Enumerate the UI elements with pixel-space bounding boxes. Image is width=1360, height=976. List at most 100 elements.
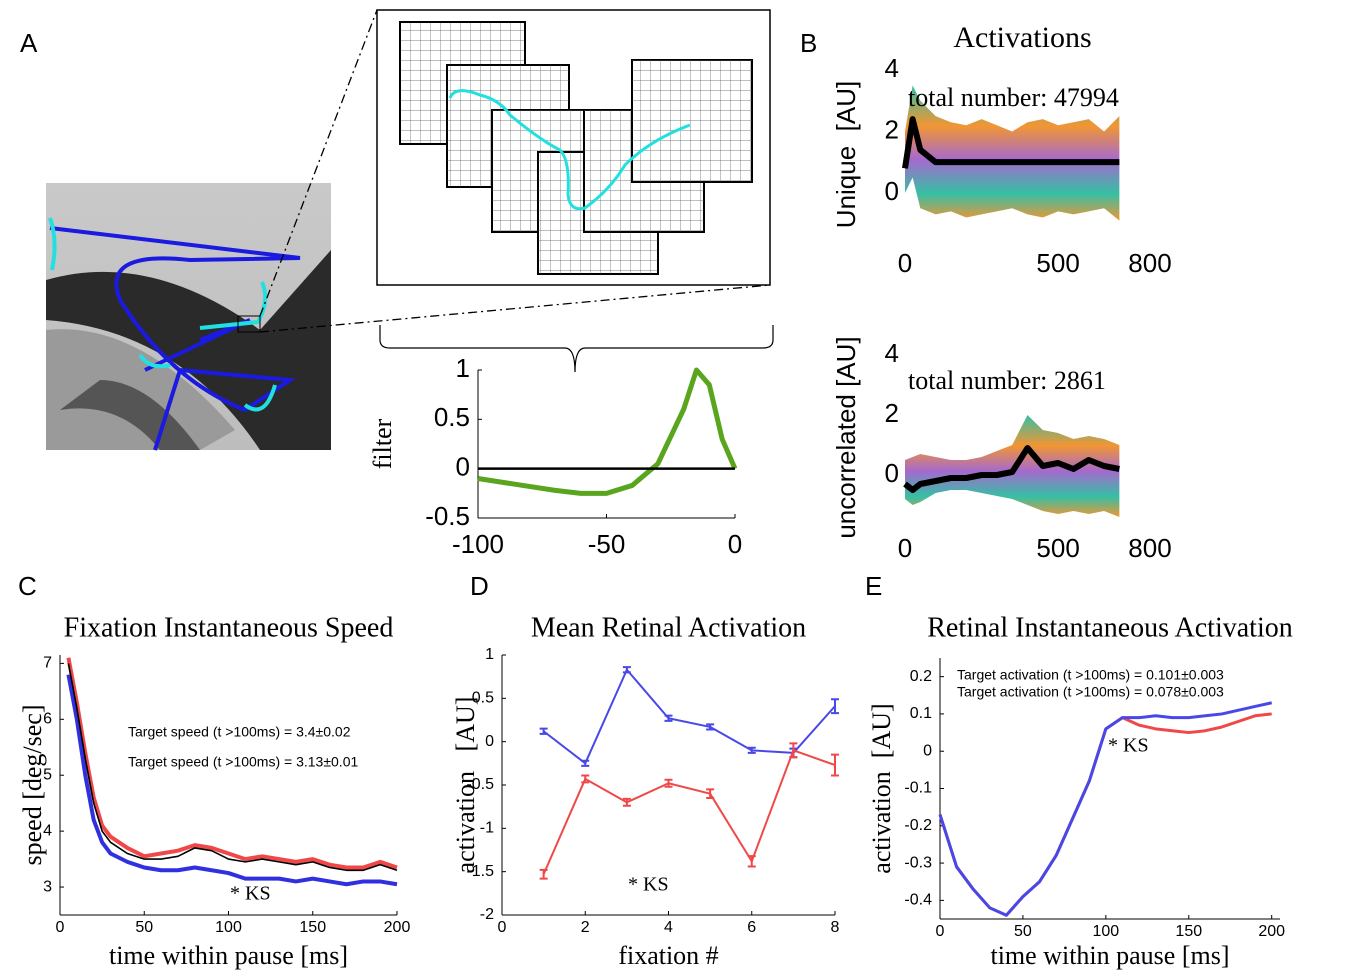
y-tick-label: -0.1 xyxy=(904,780,932,797)
series-line xyxy=(66,657,398,870)
x-tick-label: 100 xyxy=(1093,923,1120,940)
y-tick-label: -0.5 xyxy=(466,776,494,793)
x-tick-label: 500 xyxy=(1036,248,1079,278)
y-tick-label: -0.2 xyxy=(904,817,932,834)
panel-label: C xyxy=(18,571,37,601)
y-tick-label: 0 xyxy=(885,176,899,206)
series-line xyxy=(938,712,1272,917)
y-axis-label: activation [AU] xyxy=(867,703,896,873)
brace xyxy=(379,325,774,373)
error-bar xyxy=(581,759,590,767)
panel-label: D xyxy=(470,571,489,601)
chart-title: Activations xyxy=(953,21,1091,54)
x-tick-label: 0 xyxy=(898,533,912,563)
x-tick-label: -50 xyxy=(588,529,626,559)
error-bar xyxy=(789,742,798,759)
annotation: * KS xyxy=(1108,735,1149,757)
annotation: total number: 47994 xyxy=(908,83,1119,112)
x-tick-label: 50 xyxy=(135,919,153,936)
annotation: Target activation (t >100ms) = 0.101±0.0… xyxy=(957,667,1224,683)
y-tick-label: 4 xyxy=(43,822,52,839)
x-axis-label: time within pause [ms] xyxy=(990,941,1229,970)
y-tick-label: 2 xyxy=(885,398,899,428)
x-tick-label: 6 xyxy=(747,919,756,936)
grid-diagram xyxy=(376,9,771,286)
error-bar xyxy=(831,753,839,777)
y-tick-label: 5 xyxy=(43,766,52,783)
series-line xyxy=(67,663,398,872)
y-tick-label: 4 xyxy=(885,53,899,83)
x-tick-label: 150 xyxy=(299,919,326,936)
error-bar xyxy=(622,666,631,674)
panel-label: A xyxy=(20,28,38,58)
error-bar xyxy=(706,723,715,731)
y-axis-label: filter xyxy=(368,418,397,469)
y-axis-label: Unique [AU] xyxy=(831,81,861,228)
y-tick-label: 2 xyxy=(885,114,899,144)
y-tick-label: -1.5 xyxy=(466,863,494,880)
series-line xyxy=(903,445,1120,493)
error-bar xyxy=(706,788,715,799)
y-tick-label: -0.3 xyxy=(904,854,932,871)
y-tick-label: 0.5 xyxy=(472,690,494,707)
y-tick-label: 0 xyxy=(885,458,899,488)
x-tick-label: 8 xyxy=(831,919,840,936)
series-line xyxy=(902,116,1120,169)
x-tick-label: 800 xyxy=(1128,248,1171,278)
x-tick-label: 2 xyxy=(581,919,590,936)
series-line xyxy=(542,749,836,875)
y-tick-label: 4 xyxy=(885,338,899,368)
annotation: Target speed (t >100ms) = 3.13±0.01 xyxy=(128,754,358,770)
error-bar xyxy=(664,778,673,788)
zoom-lines xyxy=(259,9,771,333)
x-tick-label: 0 xyxy=(728,529,742,559)
series-line xyxy=(938,701,1273,917)
retina-image xyxy=(46,183,331,451)
annotation: * KS xyxy=(628,874,669,896)
y-tick-label: 1 xyxy=(456,353,470,383)
y-axis-label: speed [deg/sec] xyxy=(18,705,47,866)
chart-title: Mean Retinal Activation xyxy=(531,612,806,643)
x-tick-label: 0 xyxy=(56,919,65,936)
x-tick-label: 50 xyxy=(1014,923,1032,940)
x-tick-label: 800 xyxy=(1128,533,1171,563)
x-tick-label: -100 xyxy=(452,529,504,559)
x-axis-label: time within pause [ms] xyxy=(109,941,348,970)
x-tick-label: 0 xyxy=(898,248,912,278)
annotation: * KS xyxy=(230,883,271,905)
error-bar xyxy=(581,774,590,784)
y-tick-label: 0 xyxy=(485,733,494,750)
series-line xyxy=(477,367,738,496)
activation-band xyxy=(905,415,1120,517)
chart-title: Fixation Instantaneous Speed xyxy=(64,612,394,643)
series-line xyxy=(543,668,836,765)
series-line xyxy=(66,674,398,887)
annotation: Target activation (t >100ms) = 0.078±0.0… xyxy=(957,684,1224,700)
y-tick-label: 0.5 xyxy=(434,402,470,432)
error-bar xyxy=(664,714,673,722)
x-axis-label: fixation # xyxy=(618,941,718,970)
error-bar xyxy=(539,727,548,735)
x-tick-label: 4 xyxy=(664,919,673,936)
y-tick-label: 0 xyxy=(923,742,932,759)
y-tick-label: -2 xyxy=(480,906,494,923)
x-tick-label: 0 xyxy=(498,919,507,936)
y-tick-label: -0.5 xyxy=(425,501,470,531)
x-tick-label: 200 xyxy=(384,919,411,936)
y-tick-label: 6 xyxy=(43,711,52,728)
error-bar xyxy=(831,698,839,715)
y-tick-label: 0.2 xyxy=(910,668,932,685)
y-axis-label: activation [AU] xyxy=(451,697,480,874)
y-tick-label: 7 xyxy=(43,655,52,672)
x-tick-label: 100 xyxy=(215,919,242,936)
y-tick-label: 1 xyxy=(485,646,494,663)
y-tick-label: -1 xyxy=(480,820,494,837)
activation-band xyxy=(905,85,1120,221)
y-tick-label: 0 xyxy=(456,452,470,482)
y-tick-label: 3 xyxy=(43,878,52,895)
annotation: Target speed (t >100ms) = 3.4±0.02 xyxy=(128,724,351,740)
panel-label: B xyxy=(800,28,817,58)
error-bar xyxy=(622,797,631,807)
error-bar xyxy=(747,746,756,754)
